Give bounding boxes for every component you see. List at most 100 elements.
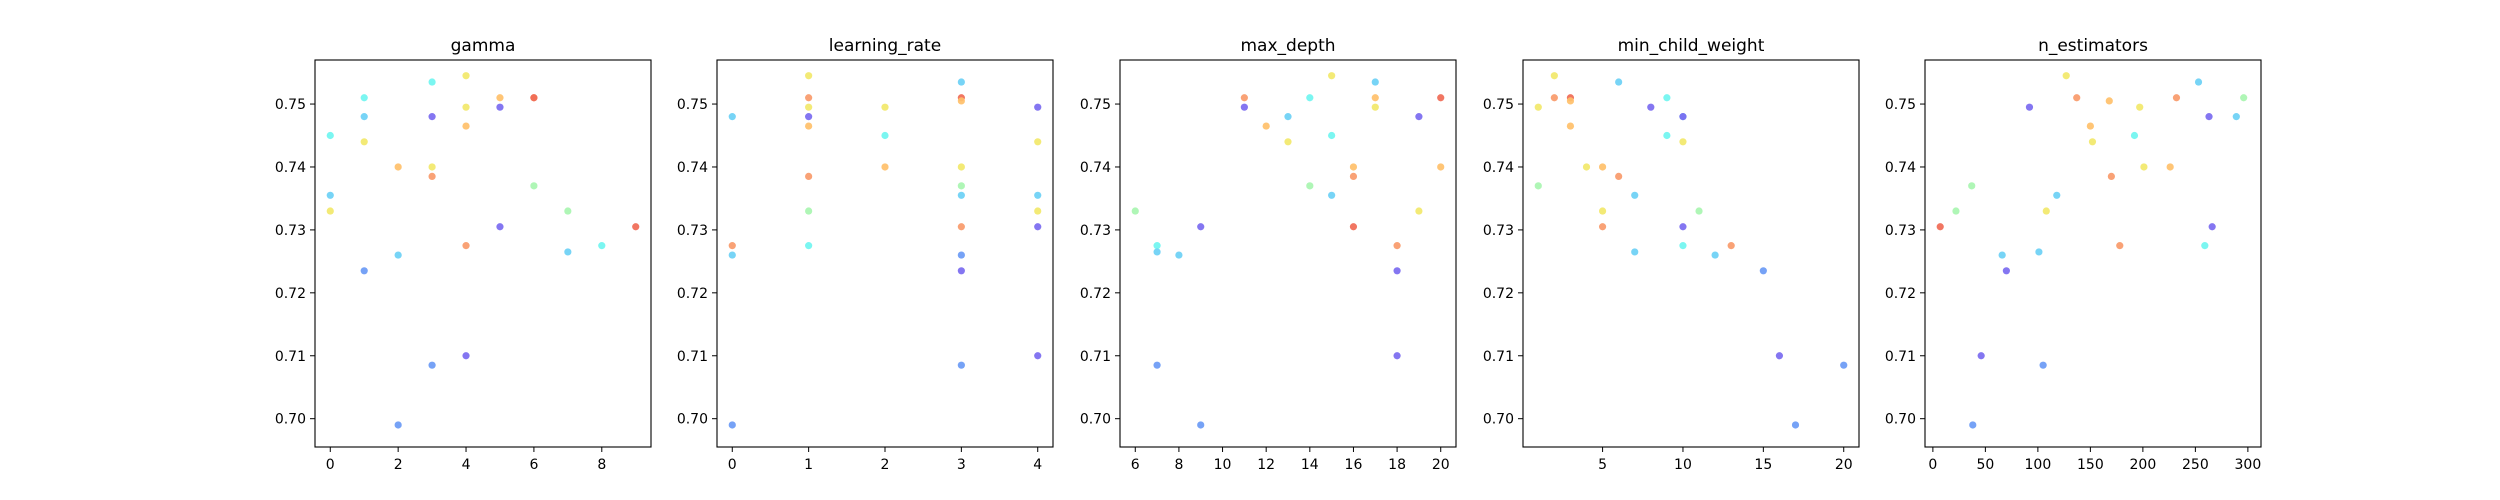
scatter-point xyxy=(1582,163,1591,171)
scatter-point xyxy=(2053,191,2061,199)
scatter-point xyxy=(2086,122,2094,130)
scatter-point xyxy=(1969,421,1977,429)
scatter-point xyxy=(2107,172,2115,181)
scatter-point xyxy=(957,163,965,171)
subplot-title: gamma xyxy=(451,36,516,56)
scatter-point xyxy=(1034,103,1042,111)
y-tick-label: 0.72 xyxy=(1885,286,1916,302)
scatter-point xyxy=(462,72,470,80)
scatter-point xyxy=(1437,163,1445,171)
scatter-point xyxy=(428,113,436,121)
scatter-point xyxy=(1197,421,1205,429)
scatter-point xyxy=(2042,207,2050,215)
scatter-point xyxy=(1727,242,1735,250)
x-tick-label: 5 xyxy=(1598,457,1607,473)
scatter-point xyxy=(957,267,965,275)
scatter-point xyxy=(1034,352,1042,360)
axes-frame xyxy=(716,59,1054,448)
scatter-point xyxy=(1284,138,1292,146)
y-tick-label: 0.72 xyxy=(1080,286,1111,302)
x-tick-label: 14 xyxy=(1301,457,1319,473)
scatter-point xyxy=(805,207,813,215)
scatter-point xyxy=(1550,72,1558,80)
y-tick-label: 0.70 xyxy=(1483,412,1514,428)
y-tick-label: 0.70 xyxy=(1885,412,1916,428)
scatter-point xyxy=(326,191,334,199)
x-tick-label: 4 xyxy=(462,457,471,473)
scatter-point xyxy=(360,113,368,121)
scatter-point xyxy=(2194,78,2203,86)
scatter-point xyxy=(2116,242,2124,250)
scatter-point xyxy=(462,352,470,360)
scatter-point xyxy=(1328,131,1336,140)
scatter-point xyxy=(1679,113,1687,121)
scatter-point xyxy=(1775,352,1784,360)
scatter-point xyxy=(805,172,813,181)
y-tick-label: 0.75 xyxy=(1885,97,1916,113)
scatter-point xyxy=(1131,207,1139,215)
y-tick-label: 0.75 xyxy=(677,97,708,113)
scatter-point xyxy=(1034,191,1042,199)
scatter-point xyxy=(1393,267,1401,275)
x-tick-label: 4 xyxy=(1033,457,1042,473)
scatter-point xyxy=(1371,78,1379,86)
x-tick-label: 16 xyxy=(1345,457,1363,473)
y-tick-label: 0.74 xyxy=(275,160,306,176)
scatter-point xyxy=(1840,361,1848,369)
y-tick-label: 0.71 xyxy=(1483,349,1514,365)
scatter-point xyxy=(1598,163,1607,171)
scatter-point xyxy=(428,361,436,369)
x-tick-label: 250 xyxy=(2182,457,2209,473)
axes-frame xyxy=(314,59,652,448)
scatter-point xyxy=(2136,103,2144,111)
scatter-point xyxy=(1393,242,1401,250)
scatter-point xyxy=(1598,223,1607,231)
scatter-point xyxy=(1153,361,1161,369)
y-tick-label: 0.70 xyxy=(1080,412,1111,428)
scatter-point xyxy=(2140,163,2148,171)
scatter-point xyxy=(360,267,368,275)
scatter-point xyxy=(728,421,736,429)
subplot-title: min_child_weight xyxy=(1618,36,1765,56)
scatter-point xyxy=(360,94,368,102)
scatter-point xyxy=(598,242,606,250)
scatter-point xyxy=(1393,352,1401,360)
y-tick-label: 0.74 xyxy=(677,160,708,176)
scatter-point xyxy=(2240,94,2248,102)
scatter-point xyxy=(2166,163,2174,171)
scatter-point xyxy=(1034,207,1042,215)
scatter-point xyxy=(326,207,334,215)
y-tick-label: 0.74 xyxy=(1080,160,1111,176)
x-tick-label: 12 xyxy=(1257,457,1275,473)
scatter-point xyxy=(881,131,889,140)
scatter-point xyxy=(428,163,436,171)
x-tick-label: 0 xyxy=(728,457,737,473)
x-tick-label: 6 xyxy=(529,457,538,473)
y-tick-label: 0.74 xyxy=(1885,160,1916,176)
scatter-point xyxy=(462,103,470,111)
scatter-point xyxy=(2208,223,2216,231)
scatter-point xyxy=(632,223,640,231)
scatter-point xyxy=(1175,251,1183,259)
scatter-point xyxy=(957,182,965,190)
x-tick-label: 150 xyxy=(2077,457,2104,473)
y-tick-label: 0.73 xyxy=(1080,223,1111,239)
y-tick-label: 0.73 xyxy=(275,223,306,239)
scatter-point xyxy=(957,361,965,369)
x-tick-label: 300 xyxy=(2235,457,2262,473)
x-tick-label: 0 xyxy=(1928,457,1937,473)
scatter-point xyxy=(1566,97,1575,105)
scatter-point xyxy=(728,251,736,259)
scatter-point xyxy=(2088,138,2097,146)
scatter-point xyxy=(1663,94,1671,102)
scatter-point xyxy=(881,163,889,171)
subplot-title: n_estimators xyxy=(2038,36,2148,56)
scatter-point xyxy=(1437,94,1445,102)
y-tick-label: 0.73 xyxy=(1483,223,1514,239)
scatter-point xyxy=(1679,138,1687,146)
scatter-point xyxy=(394,421,402,429)
scatter-point xyxy=(957,97,965,105)
subplot-title: max_depth xyxy=(1240,36,1335,56)
y-tick-label: 0.72 xyxy=(677,286,708,302)
scatter-point xyxy=(1598,207,1607,215)
